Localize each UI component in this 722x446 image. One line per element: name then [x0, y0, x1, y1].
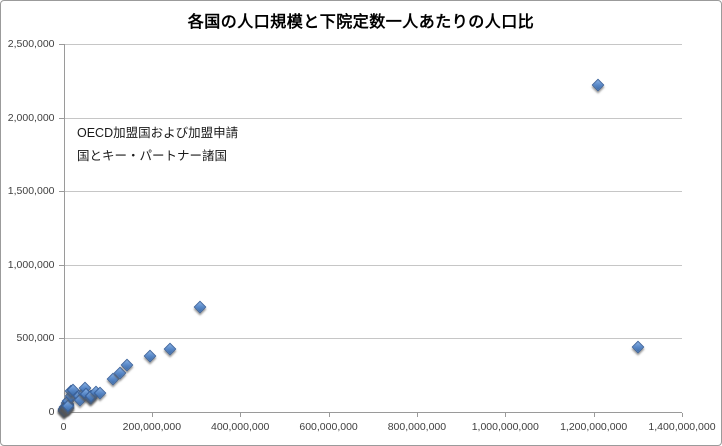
annotation-text: OECD加盟国および加盟申請 国とキー・パートナー諸国	[77, 122, 238, 168]
x-tick-label: 400,000,000	[211, 421, 270, 433]
x-tick-label: 600,000,000	[299, 421, 358, 433]
x-tick-mark	[151, 413, 153, 417]
data-point-marker	[631, 340, 645, 354]
x-tick-mark	[328, 413, 330, 417]
x-axis-line	[63, 412, 682, 413]
chart-title: 各国の人口規模と下院定数一人あたりの人口比	[187, 14, 535, 31]
y-tick-label: 1,500,000	[7, 185, 55, 198]
y-tick-label: 2,000,000	[7, 111, 55, 124]
data-point-marker	[193, 301, 207, 314]
y-tick-mark	[58, 338, 64, 340]
y-tick-label: 1,000,000	[7, 258, 55, 271]
annotation-line-1: OECD加盟国および加盟申請	[77, 126, 239, 140]
x-tick-mark	[682, 413, 683, 417]
data-point-marker	[591, 78, 605, 92]
x-tick-mark	[416, 413, 418, 417]
y-tick-label: 500,000	[16, 332, 55, 345]
y-tick-label: 2,500,000	[7, 38, 55, 50]
y-tick-mark	[58, 44, 64, 45]
y-tick-mark	[58, 191, 64, 193]
x-tick-mark	[593, 413, 595, 417]
annotation-line-2: 国とキー・パートナー諸国	[77, 149, 228, 163]
y-tick-mark	[58, 117, 64, 119]
x-tick-mark	[240, 413, 242, 417]
data-point-marker	[143, 349, 157, 363]
y-gridline	[63, 191, 682, 193]
x-tick-label: 1,400,000,000	[648, 421, 716, 433]
data-point-marker	[163, 342, 176, 356]
x-tick-label: 1,200,000,000	[560, 421, 628, 433]
x-tick-mark	[505, 413, 507, 417]
y-axis-line	[63, 44, 65, 412]
y-gridline	[63, 338, 682, 340]
x-tick-label: 200,000,000	[122, 421, 182, 433]
y-tick-mark	[58, 264, 64, 266]
y-tick-label: 0	[48, 406, 55, 418]
y-gridline	[63, 117, 682, 119]
y-gridline	[63, 264, 682, 266]
x-tick-label: 0	[60, 421, 67, 433]
x-tick-label: 800,000,000	[387, 421, 447, 433]
x-tick-label: 1,000,000,000	[471, 421, 539, 433]
y-gridline	[63, 44, 682, 45]
